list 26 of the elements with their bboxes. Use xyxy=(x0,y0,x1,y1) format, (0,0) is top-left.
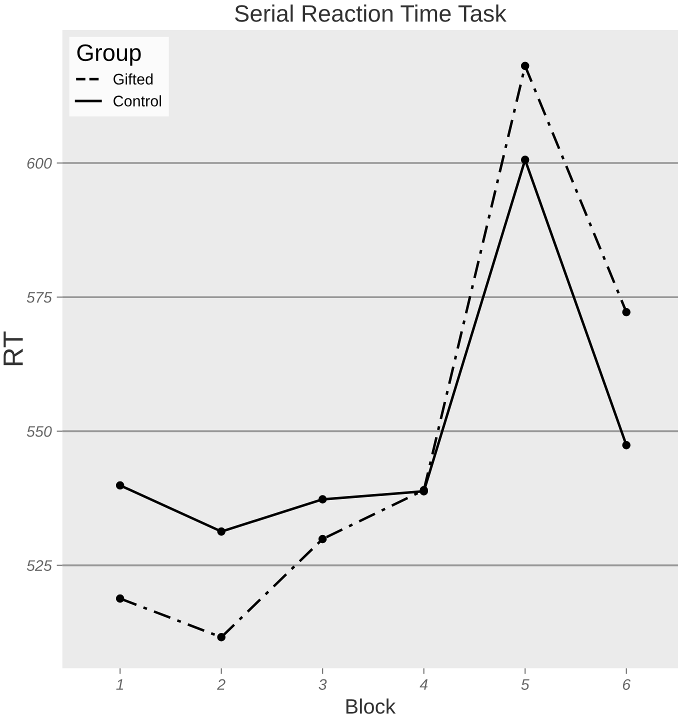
x-tick-label: 2 xyxy=(217,679,226,690)
y-axis-title: RT xyxy=(4,332,23,366)
point xyxy=(622,440,631,450)
point xyxy=(520,62,530,70)
x-tick-label: 1 xyxy=(116,679,124,690)
x-tick-label: 3 xyxy=(318,679,327,690)
chart-title: Serial Reaction Time Task xyxy=(235,4,506,22)
legend-label: Control xyxy=(114,95,162,106)
x-tick-label: 4 xyxy=(420,679,428,690)
legend-label: Gifted xyxy=(114,73,153,85)
point xyxy=(318,495,327,504)
point xyxy=(116,481,124,490)
point xyxy=(622,308,631,316)
x-tick-label: 5 xyxy=(521,679,530,690)
y-tick-label: 550 xyxy=(26,426,52,437)
x-axis-title: Block xyxy=(346,698,396,714)
y-tick-label: 600 xyxy=(27,158,52,169)
point xyxy=(217,527,226,536)
point xyxy=(116,594,124,603)
legend-title: Group xyxy=(77,44,141,66)
point xyxy=(520,156,530,164)
point xyxy=(318,534,327,544)
y-tick-label: 525 xyxy=(26,560,52,571)
point xyxy=(217,633,226,642)
y-tick-label: 575 xyxy=(26,292,52,303)
x-tick-label: 6 xyxy=(622,679,631,690)
